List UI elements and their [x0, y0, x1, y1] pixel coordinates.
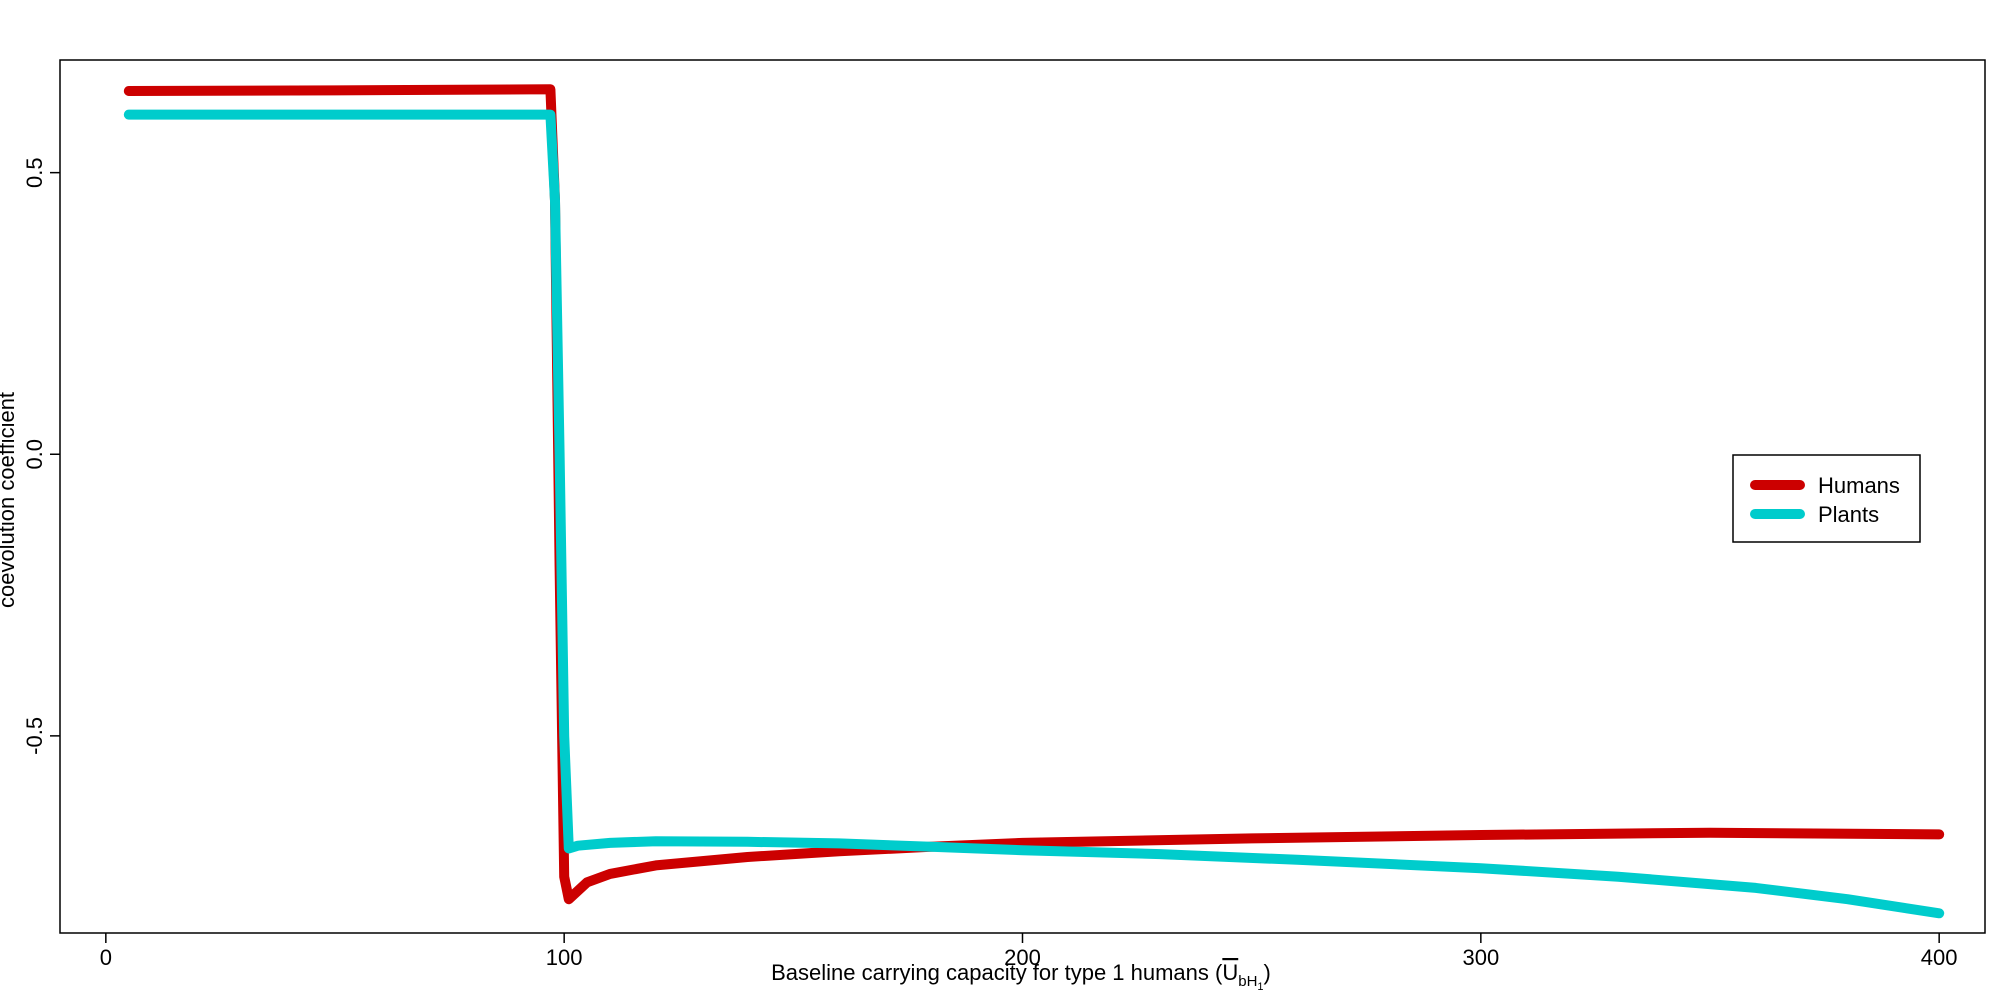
- y-axis: -0.5 0.0 0.5: [22, 157, 60, 755]
- legend-label-plants: Plants: [1818, 502, 1879, 527]
- x-axis-label-subsubscript: 1: [1257, 981, 1263, 993]
- x-axis-label: Baseline carrying capacity for type 1 hu…: [771, 960, 1271, 993]
- series-layer: [123, 84, 1945, 919]
- y-axis-label: coevolution coefficient: [0, 392, 19, 608]
- x-axis-label-close: ): [1264, 960, 1271, 985]
- x-tick-label: 0: [100, 945, 112, 970]
- x-tick-label: 400: [1921, 945, 1958, 970]
- x-tick-label: 300: [1462, 945, 1499, 970]
- x-axis-label-subscript: bH: [1238, 973, 1257, 990]
- legend-box: [1732, 454, 1921, 543]
- y-tick-label: -0.5: [22, 717, 47, 755]
- legend-label-humans: Humans: [1818, 473, 1900, 498]
- legend: Humans Plants: [1732, 454, 1921, 543]
- x-tick-label: 200: [1004, 945, 1041, 970]
- x-axis-label-symbol: U: [1222, 960, 1238, 985]
- series-line-plants: [123, 109, 1945, 919]
- x-tick-label: 100: [546, 945, 583, 970]
- y-tick-label: 0.5: [22, 157, 47, 188]
- y-tick-label: 0.0: [22, 439, 47, 470]
- x-axis: 0 100 200 300 400: [100, 933, 1958, 970]
